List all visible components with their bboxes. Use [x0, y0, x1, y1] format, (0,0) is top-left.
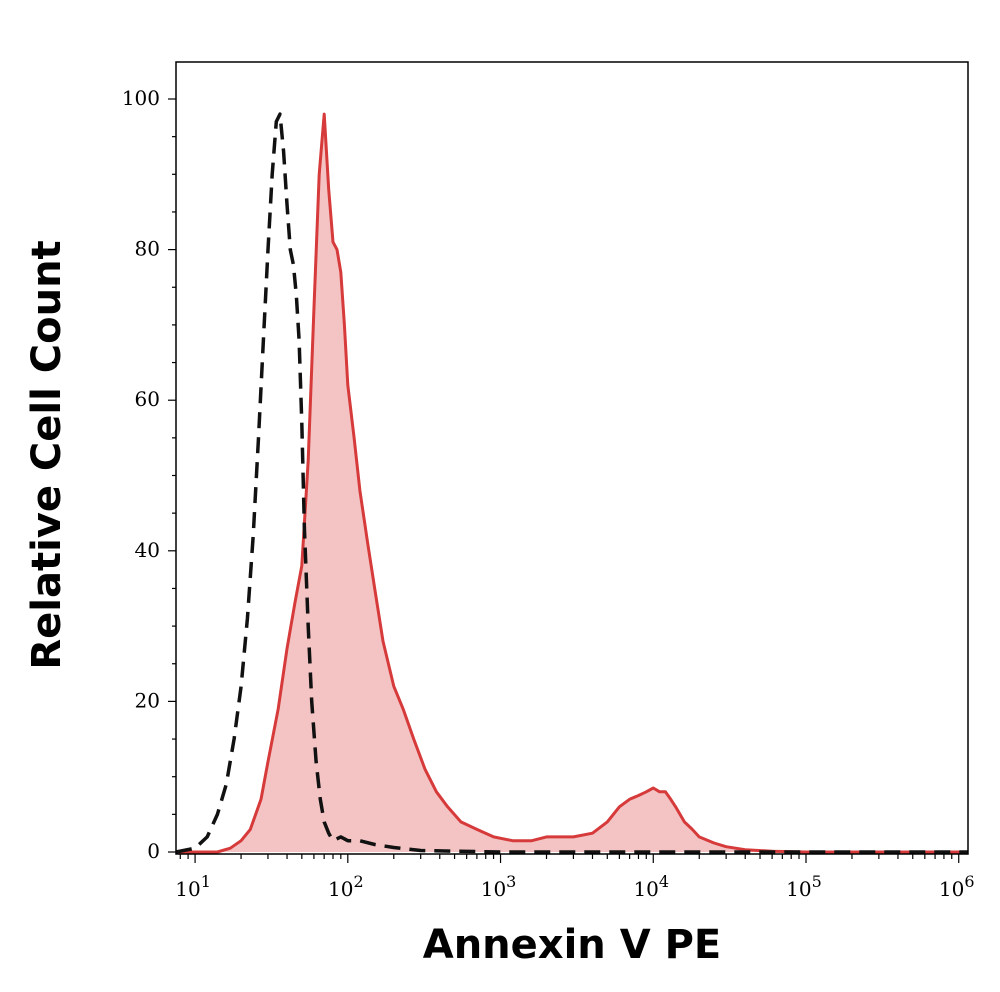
y-axis-ticks: 0 20 40 60 80 100 [122, 86, 176, 863]
x-axis-title: Annexin V PE [423, 922, 721, 968]
y-tick-label: 20 [135, 688, 160, 712]
y-tick-label: 40 [135, 538, 160, 562]
y-axis-title: Relative Cell Count [24, 240, 70, 669]
series-1-dashed-line [175, 112, 968, 854]
y-tick-label: 100 [122, 86, 160, 110]
x-tick-label: 106 [939, 872, 975, 901]
x-tick-label: 102 [328, 872, 364, 901]
series-0-line [176, 112, 968, 854]
x-axis-ticks: 101 102 103 104 105 106 [175, 854, 975, 901]
x-tick-label: 104 [633, 872, 669, 901]
series-0-area [176, 114, 968, 853]
x-tick-label: 103 [481, 872, 517, 901]
plot-frame [175, 61, 969, 855]
x-tick-label: 105 [786, 872, 822, 901]
y-tick-label: 0 [147, 839, 160, 863]
y-tick-label: 80 [135, 237, 160, 261]
x-tick-label: 101 [175, 872, 211, 901]
series-layer [175, 112, 968, 854]
y-tick-label: 60 [135, 387, 160, 411]
